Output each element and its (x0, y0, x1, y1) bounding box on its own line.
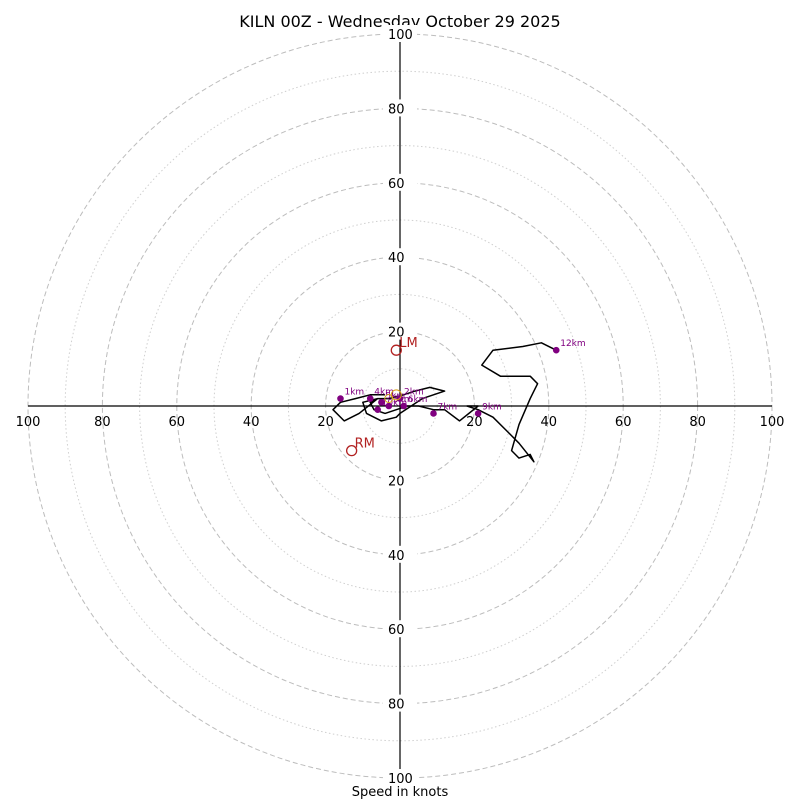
y-tick-label-background (383, 620, 417, 638)
y-tick-label: 100 (388, 28, 413, 43)
x-tick-label: 60 (615, 415, 632, 430)
y-tick-label-background (383, 248, 417, 266)
y-tick-label: 80 (388, 102, 405, 117)
x-tick-label: 20 (466, 415, 483, 430)
hodograph-trace (332, 342, 557, 463)
height-marker-point (366, 395, 374, 402)
height-marker-label: 4km (374, 388, 394, 398)
height-marker-label: 6km (408, 395, 428, 405)
y-tick-label-background (383, 545, 417, 563)
x-tick-label: 80 (689, 415, 706, 430)
height-marker-point (552, 346, 560, 354)
storm-motion-marker (345, 444, 358, 457)
storm-motion-markers: LM RM (345, 336, 418, 457)
y-tick-label: 80 (388, 698, 405, 713)
height-marker-label: 9km (482, 402, 502, 412)
y-tick-label: 40 (388, 549, 405, 564)
height-marker-point (374, 406, 381, 414)
y-tick-label-background (383, 322, 417, 340)
y-tick-labels: 100 80 60 40 20 20 40 60 80 100 (383, 25, 417, 787)
y-tick-label-background (383, 25, 417, 42)
y-tick-label: 20 (388, 326, 405, 341)
y-tick-label-background (383, 471, 417, 489)
x-tick-label: 100 (16, 415, 41, 430)
height-marker-point (474, 410, 482, 417)
y-tick-label: 100 (388, 772, 413, 787)
chart-title: KILN 00Z - Wednesday October 29 2025 (239, 12, 560, 31)
x-tick-label: 40 (541, 415, 558, 430)
hodograph-line (332, 342, 557, 463)
height-marker-point (400, 402, 408, 410)
storm-motion-label: RM (355, 437, 375, 452)
y-tick-label: 40 (388, 251, 405, 266)
y-tick-label-background (383, 99, 417, 117)
x-tick-label: 40 (243, 415, 260, 430)
x-axis-label: Speed in knots (352, 785, 449, 800)
x-tick-label: 100 (760, 415, 785, 430)
height-marker-label: 12km (560, 339, 585, 349)
height-marker-point (337, 395, 344, 402)
height-marker-label: 2km (404, 388, 424, 398)
height-marker-label: 7km (437, 402, 457, 412)
y-tick-label-background (383, 694, 417, 712)
height-marker-point (385, 402, 393, 410)
height-marker-label: 1km (344, 388, 364, 398)
y-tick-label: 60 (388, 177, 405, 192)
y-tick-label-background (383, 769, 417, 786)
height-marker-point (430, 410, 437, 417)
y-tick-label: 20 (388, 474, 405, 489)
height-marker-label: 3km (393, 395, 413, 405)
x-tick-label: 20 (317, 415, 334, 430)
bunkers-mean-ring (384, 394, 394, 404)
storm-motion-label: LM (399, 336, 417, 351)
y-tick-label-background (383, 173, 417, 191)
height-marker-point (378, 398, 385, 406)
x-tick-label: 80 (94, 415, 111, 430)
x-tick-labels: 100 80 60 40 20 20 40 60 80 100 (16, 415, 785, 430)
storm-motion-marker (390, 344, 402, 356)
height-marker-label: 10km (382, 399, 407, 409)
y-tick-label: 60 (388, 623, 405, 638)
x-tick-label: 60 (169, 415, 186, 430)
height-marker-label: 5km (385, 391, 405, 401)
